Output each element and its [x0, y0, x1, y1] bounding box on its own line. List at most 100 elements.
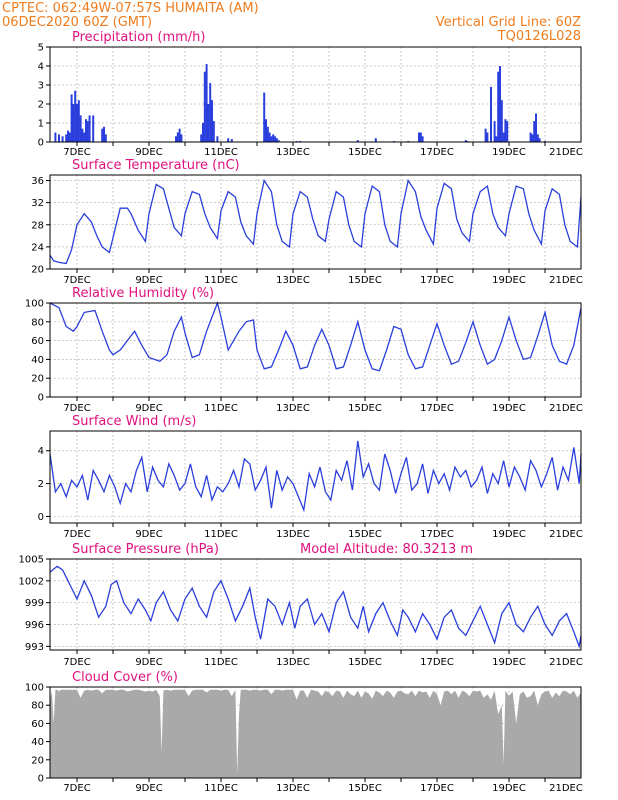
precip-xtick-label: 11DEC — [204, 147, 238, 158]
rh-frame — [49, 302, 582, 398]
rh-xtick-label: 7DEC — [63, 403, 90, 414]
temp-ytick-label: 24 — [31, 242, 44, 253]
rh-xtick-label: 15DEC — [348, 403, 382, 414]
pres-xtick-label: 19DEC — [492, 657, 526, 668]
rh-xtick-label: 11DEC — [204, 403, 238, 414]
precip-bar — [486, 132, 489, 142]
precip-bar — [175, 136, 177, 142]
precip-bar — [178, 128, 181, 142]
rh-xtick-label: 17DEC — [420, 403, 454, 414]
precip-ytick-label: 2 — [38, 100, 44, 111]
precip-bar — [211, 100, 213, 142]
precip-bar — [207, 104, 210, 142]
pres-frame — [49, 558, 582, 651]
temp-xtick-label: 9DEC — [135, 275, 162, 286]
cloud-ytick-label: 100 — [25, 683, 44, 694]
cloud-xtick-label: 21DEC — [549, 783, 583, 794]
pres-ytick-label: 993 — [25, 642, 44, 653]
precip-xtick-label: 13DEC — [276, 147, 310, 158]
precip-bar — [274, 136, 276, 142]
precip-bar — [493, 121, 496, 142]
precip-bar — [101, 128, 104, 142]
rh-ytick-label: 0 — [38, 393, 44, 404]
precip-bar — [79, 115, 82, 142]
precip-bar — [205, 64, 208, 142]
precip-bar — [277, 140, 280, 142]
precip-bar — [265, 119, 267, 142]
temp-xtick-label: 7DEC — [63, 275, 90, 286]
temp-chart: 20 24 28 32 36 7DEC 9DEC 11DEC 13DEC 15DEC 17DEC 19… — [31, 174, 583, 286]
precip-bar — [200, 134, 203, 142]
precip-bar — [202, 123, 204, 142]
cloud-ytick-label: 0 — [38, 774, 44, 785]
precip-xtick-label: 15DEC — [348, 147, 382, 158]
wind-xtick-label: 11DEC — [204, 529, 238, 540]
precip-bar — [502, 132, 505, 142]
precip-bar — [70, 94, 73, 142]
pres-xtick-label: 17DEC — [420, 657, 454, 668]
temp-ytick-label: 32 — [31, 198, 44, 209]
pres-ytick-label: 1002 — [19, 576, 44, 587]
pres-series-line — [49, 565, 582, 649]
precip-bar — [268, 132, 271, 142]
precip-bar — [76, 104, 78, 142]
precip-ytick-label: 5 — [38, 43, 44, 54]
precip-bar — [536, 134, 539, 142]
wind-ytick-label: 2 — [38, 479, 44, 490]
rh-chart: 0 20 40 60 80 100 7DEC 9DEC 11DEC 13DEC 15DEC 17DEC… — [25, 299, 583, 415]
precip-xtick-label: 21DEC — [549, 147, 583, 158]
precip-bar — [227, 138, 230, 142]
cloud-ytick-label: 80 — [31, 701, 44, 712]
precip-bar — [230, 139, 233, 142]
precipitation-title: Precipitation (mm/h) — [72, 30, 205, 45]
precip-bar — [54, 132, 57, 142]
pres-xtick-label: 7DEC — [63, 657, 90, 668]
wind-ytick-label: 4 — [38, 446, 44, 457]
cloud-xtick-label: 9DEC — [135, 783, 162, 794]
pres-ytick-label: 996 — [25, 620, 44, 631]
precip-ytick-label: 1 — [38, 119, 44, 130]
precip-bar — [58, 134, 60, 142]
rh-xtick-label: 19DEC — [492, 403, 526, 414]
cloud-xtick-label: 7DEC — [63, 783, 90, 794]
precip-bar — [92, 115, 95, 142]
precip-bar — [421, 136, 424, 142]
cloud-xtick-label: 11DEC — [204, 783, 238, 794]
precip-bar — [533, 121, 536, 142]
precip-ytick-label: 4 — [38, 62, 44, 73]
panel-relative-humidity: Relative Humidity (%) — [72, 286, 214, 301]
humidity-title: Relative Humidity (%) — [72, 286, 214, 301]
pres-xtick-label: 21DEC — [549, 657, 583, 668]
rh-ytick-label: 100 — [25, 299, 44, 310]
precip-frame — [49, 46, 582, 143]
precip-bar — [495, 136, 498, 142]
rh-ytick-label: 60 — [31, 336, 44, 347]
precip-bar — [104, 134, 107, 142]
temp-xtick-label: 15DEC — [348, 275, 382, 286]
wind-ytick-label: 0 — [38, 512, 44, 523]
rh-ytick-label: 80 — [31, 317, 44, 328]
precip-bar — [88, 115, 91, 142]
cloud-frame — [49, 686, 582, 779]
precip-bar — [538, 138, 541, 142]
temp-xtick-label: 13DEC — [276, 275, 310, 286]
wind-frame — [49, 430, 582, 524]
precip-xtick-label: 9DEC — [135, 147, 162, 158]
precip-bar — [490, 86, 492, 142]
precip-bar — [74, 90, 77, 142]
precip-bar — [72, 104, 75, 142]
rh-xtick-label: 13DEC — [276, 403, 310, 414]
panel-precipitation: Precipitation (mm/h) — [72, 30, 205, 45]
cloud-xtick-label: 17DEC — [420, 783, 454, 794]
model-altitude-annotation: Model Altitude: 80.3213 m — [300, 542, 473, 557]
temperature-title: Surface Temperature (nC) — [72, 158, 240, 173]
precip-bar — [86, 121, 89, 142]
wind-xtick-label: 19DEC — [492, 529, 526, 540]
rh-ytick-label: 20 — [31, 374, 44, 385]
precip-bar — [484, 128, 487, 142]
precip-bar — [535, 113, 537, 142]
temp-xtick-label: 19DEC — [492, 275, 526, 286]
cloud-xtick-label: 13DEC — [276, 783, 310, 794]
pres-ytick-label: 999 — [25, 598, 44, 609]
precip-bar — [266, 126, 269, 142]
